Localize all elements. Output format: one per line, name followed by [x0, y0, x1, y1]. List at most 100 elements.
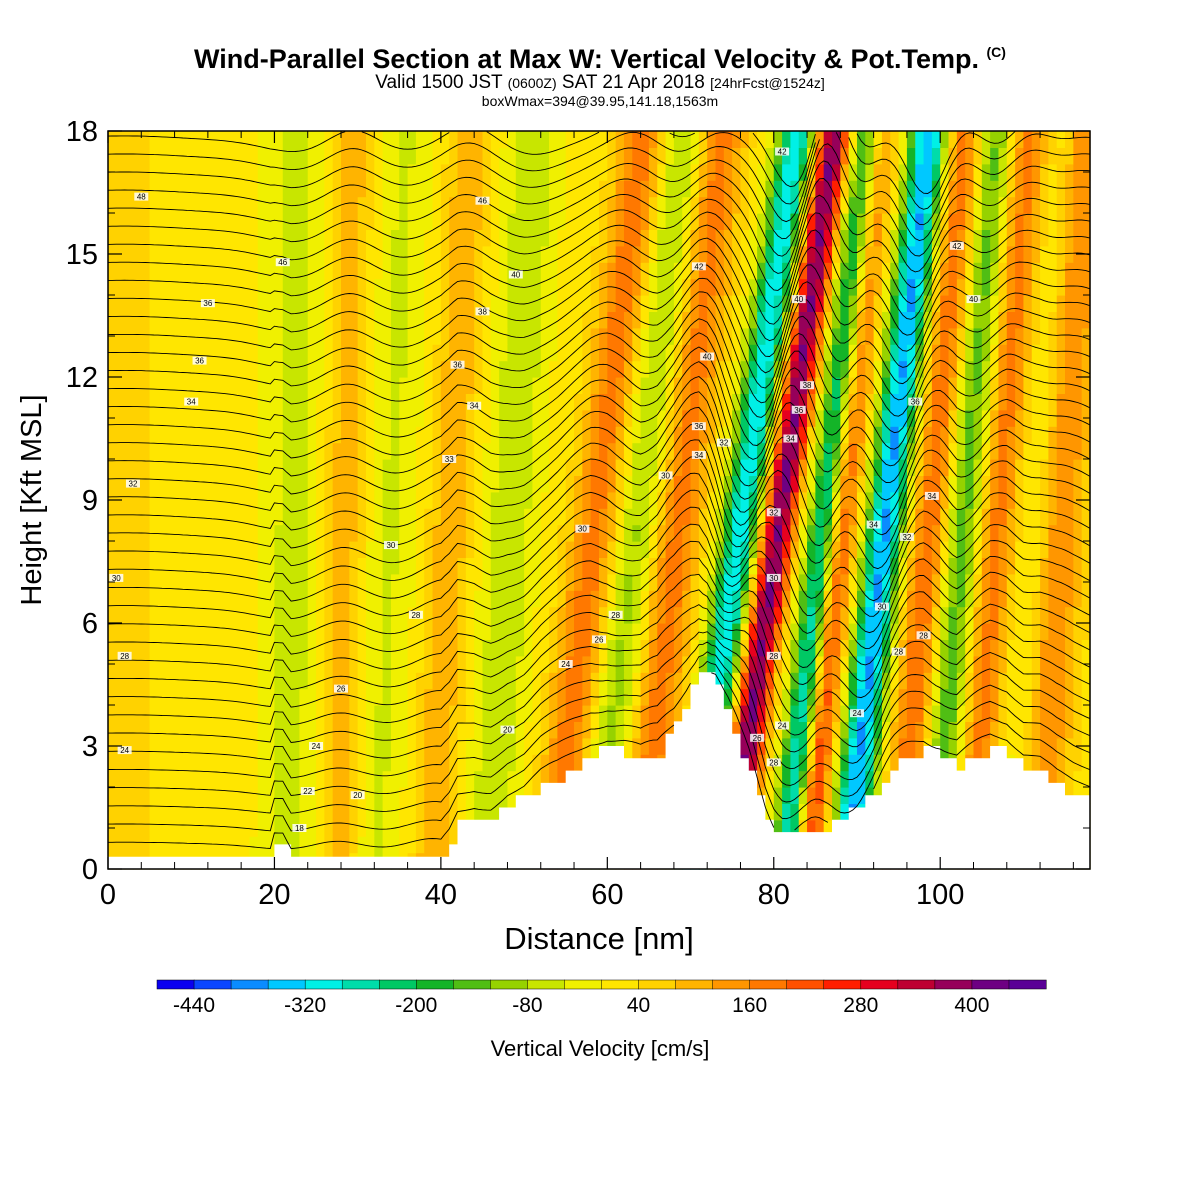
velocity-cell	[873, 623, 883, 640]
velocity-cell	[415, 623, 425, 640]
velocity-cell	[673, 672, 683, 690]
velocity-cell	[873, 491, 883, 509]
velocity-cell	[898, 196, 908, 214]
velocity-cell	[1048, 475, 1058, 493]
velocity-cell	[565, 557, 575, 575]
velocity-cell	[865, 409, 875, 427]
velocity-cell	[848, 393, 858, 411]
velocity-cell	[648, 311, 658, 329]
velocity-cell	[1040, 639, 1049, 657]
velocity-cell	[998, 442, 1008, 460]
velocity-cell	[232, 475, 242, 493]
velocity-cell	[707, 639, 717, 657]
velocity-cell	[432, 311, 442, 329]
velocity-cell	[682, 245, 692, 263]
velocity-cell	[316, 705, 325, 722]
velocity-cell	[856, 737, 866, 755]
velocity-cell	[257, 426, 267, 444]
velocity-cell	[990, 442, 1000, 460]
velocity-cell	[432, 262, 442, 280]
velocity-cell	[440, 524, 450, 542]
velocity-cell	[807, 360, 816, 378]
velocity-cell	[216, 475, 226, 493]
velocity-cell	[499, 442, 509, 460]
velocity-cell	[915, 524, 925, 542]
velocity-cell	[424, 196, 434, 214]
velocity-cell	[141, 278, 151, 296]
velocity-cell	[241, 344, 251, 362]
velocity-cell	[549, 245, 558, 263]
velocity-cell	[324, 360, 334, 378]
velocity-cell	[790, 278, 800, 296]
velocity-cell	[823, 688, 833, 706]
velocity-cell	[307, 705, 317, 722]
velocity-cell	[707, 311, 717, 329]
velocity-cell	[965, 721, 975, 739]
velocity-cell	[565, 721, 575, 739]
velocity-cell	[191, 770, 201, 788]
velocity-cell	[723, 573, 733, 591]
velocity-cell	[440, 688, 450, 706]
velocity-cell	[132, 787, 142, 804]
velocity-cell	[682, 327, 692, 345]
velocity-cell	[207, 836, 217, 854]
velocity-cell	[698, 278, 708, 296]
velocity-cell	[307, 639, 317, 657]
velocity-cell	[848, 639, 858, 657]
velocity-cell	[890, 229, 900, 247]
velocity-cell	[1015, 639, 1025, 657]
velocity-cell	[532, 770, 542, 788]
velocity-cell	[440, 442, 450, 460]
velocity-cell	[132, 754, 142, 772]
velocity-cell	[499, 508, 509, 526]
velocity-cell	[782, 557, 791, 575]
velocity-cell	[881, 459, 891, 476]
velocity-cell	[881, 426, 891, 444]
velocity-cell	[299, 295, 309, 312]
velocity-cell	[382, 541, 392, 558]
velocity-cell	[232, 426, 242, 444]
velocity-cell	[149, 475, 159, 493]
velocity-cell	[357, 508, 367, 526]
velocity-cell	[682, 491, 692, 509]
velocity-cell	[582, 377, 592, 394]
velocity-cell	[399, 245, 409, 263]
velocity-cell	[241, 737, 251, 755]
velocity-cell	[715, 196, 725, 214]
velocity-cell	[956, 344, 966, 362]
velocity-cell	[374, 672, 384, 690]
velocity-cell	[673, 196, 683, 214]
velocity-cell	[623, 180, 633, 198]
velocity-cell	[357, 245, 367, 263]
velocity-cell	[607, 623, 617, 640]
velocity-cell	[807, 245, 816, 263]
velocity-cell	[848, 754, 858, 772]
velocity-cell	[998, 541, 1008, 558]
velocity-cell	[615, 688, 625, 706]
velocity-cell	[249, 705, 259, 722]
velocity-cell	[990, 524, 1000, 542]
velocity-cell	[307, 721, 317, 739]
velocity-cell	[574, 705, 583, 722]
velocity-cell	[790, 344, 800, 362]
velocity-cell	[607, 491, 617, 509]
velocity-cell	[757, 688, 767, 706]
velocity-cell	[582, 475, 592, 493]
velocity-cell	[415, 213, 425, 230]
velocity-cell	[149, 360, 159, 378]
velocity-cell	[407, 377, 417, 394]
velocity-cell	[599, 655, 608, 673]
velocity-cell	[374, 196, 384, 214]
velocity-cell	[332, 836, 342, 854]
velocity-cell	[798, 639, 808, 657]
velocity-cell	[316, 344, 325, 362]
velocity-cell	[532, 360, 542, 378]
velocity-cell	[457, 737, 467, 755]
velocity-cell	[108, 623, 117, 640]
velocity-cell	[599, 180, 608, 198]
velocity-cell	[1081, 459, 1091, 476]
velocity-cell	[599, 639, 608, 657]
velocity-cell	[341, 360, 350, 378]
velocity-cell	[931, 426, 941, 444]
velocity-cell	[507, 623, 517, 640]
